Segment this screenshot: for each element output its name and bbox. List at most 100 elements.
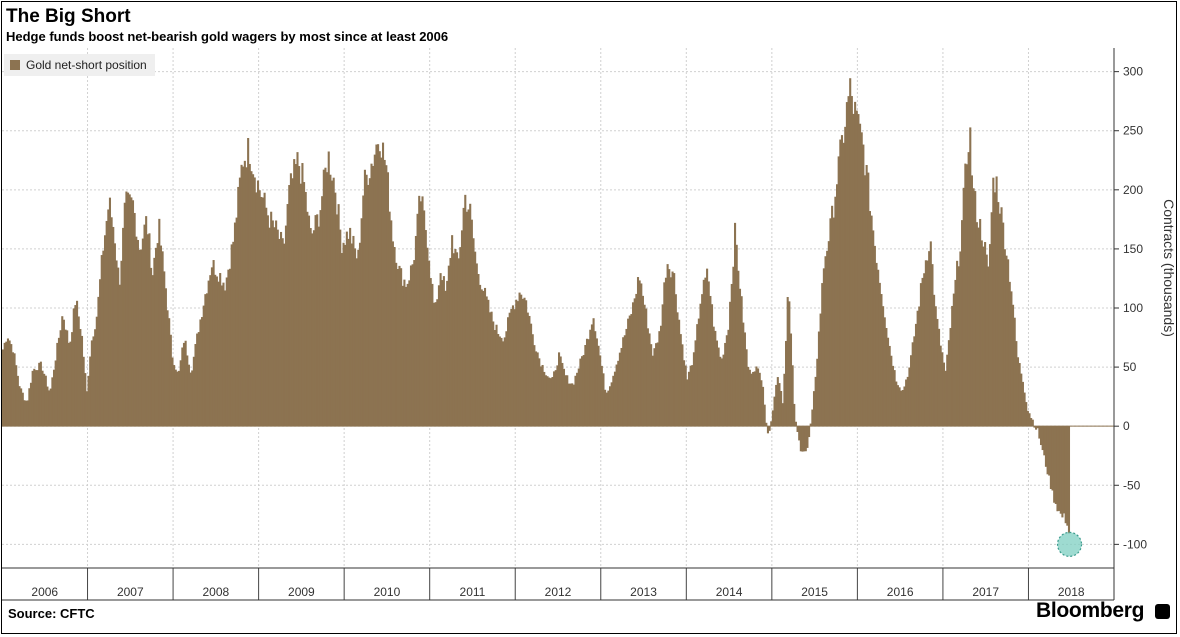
y-tick-label: 100 (1123, 301, 1143, 315)
highlight-marker (1056, 531, 1083, 557)
bar (898, 387, 901, 427)
bar (173, 365, 176, 427)
bar (992, 177, 995, 427)
bar (252, 174, 255, 427)
bar (400, 268, 403, 427)
brand-logo-text: Bloomberg (1036, 599, 1145, 622)
bar (21, 392, 24, 427)
bar (928, 251, 931, 427)
bar (3, 342, 6, 427)
bar (916, 310, 919, 427)
bar (344, 244, 347, 427)
bar (834, 196, 837, 427)
bar (205, 293, 209, 427)
bar (148, 233, 151, 427)
bar (1041, 426, 1044, 451)
bar (650, 344, 653, 427)
bar (1056, 426, 1059, 512)
bar (694, 340, 697, 427)
bar (298, 166, 301, 427)
bar (704, 277, 707, 427)
bar (395, 262, 398, 427)
bar (281, 238, 284, 427)
bar (232, 241, 235, 427)
bar (855, 110, 858, 427)
bar (691, 365, 694, 427)
y-tick-label: 250 (1123, 124, 1143, 138)
bar (730, 283, 733, 427)
bar (424, 230, 427, 427)
bar (656, 342, 659, 427)
bar (594, 331, 597, 427)
bar (327, 151, 330, 427)
bar (962, 187, 965, 427)
bar (169, 334, 172, 427)
bar (831, 205, 834, 427)
bar (747, 366, 750, 427)
bar (283, 243, 286, 427)
bar (564, 375, 567, 427)
bar (1039, 426, 1043, 446)
bar (562, 368, 566, 427)
bar (23, 400, 26, 427)
bar (793, 403, 796, 427)
bar (469, 203, 472, 427)
bar (345, 231, 348, 427)
x-tick-label: 2009 (288, 585, 315, 599)
bar (957, 266, 960, 427)
bar (276, 229, 279, 427)
bar (507, 317, 510, 427)
bar (729, 301, 732, 427)
bar (528, 315, 531, 427)
chart-title: The Big Short (6, 6, 131, 27)
bar (18, 386, 21, 427)
bar (508, 312, 511, 427)
bar (623, 335, 626, 427)
bar (561, 362, 564, 427)
bar (658, 331, 661, 427)
bar (566, 375, 569, 427)
bar (118, 284, 121, 427)
bar (984, 242, 987, 427)
bar (29, 382, 33, 427)
bar (678, 319, 681, 427)
bar (409, 265, 413, 427)
bar (324, 167, 327, 427)
bar (191, 370, 194, 427)
bar (457, 258, 460, 427)
bar (758, 372, 761, 427)
bar (340, 253, 343, 427)
bar (951, 305, 954, 427)
bar (875, 262, 878, 427)
bar (531, 334, 534, 427)
bar (757, 368, 760, 427)
bar (99, 279, 102, 427)
bar (1000, 207, 1003, 427)
bloomberg-icon (1155, 604, 1170, 619)
bar (520, 294, 523, 427)
bar (405, 286, 408, 427)
bar (824, 256, 827, 427)
bar (1010, 291, 1013, 427)
bar (375, 144, 378, 427)
bar (105, 220, 108, 427)
bar (493, 330, 496, 427)
bar (97, 296, 100, 427)
bar (192, 356, 195, 427)
bar (862, 144, 865, 427)
x-tick-label: 2012 (545, 585, 572, 599)
bar (56, 342, 59, 427)
bar (923, 273, 926, 427)
bar (482, 290, 485, 427)
bar (197, 332, 200, 427)
bar (778, 383, 781, 427)
bar (891, 365, 895, 427)
bar (355, 258, 358, 427)
bar (403, 279, 406, 427)
bar (102, 250, 105, 427)
bar (997, 202, 1000, 427)
bar (906, 376, 909, 427)
bar (735, 244, 738, 427)
bar (717, 347, 720, 427)
bar (556, 365, 559, 427)
